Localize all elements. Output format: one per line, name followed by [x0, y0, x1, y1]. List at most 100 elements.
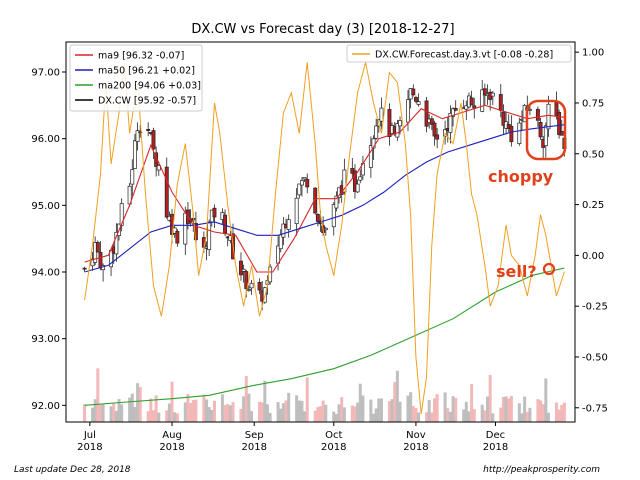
- volume-bar-46: [258, 401, 262, 422]
- x-tick-label-5: Dec 2018: [483, 430, 508, 453]
- volume-bar-44: [247, 393, 251, 422]
- volume-bar-56: [295, 395, 299, 422]
- volume-bar-7: [112, 403, 116, 422]
- volume-bar-54: [284, 400, 288, 422]
- volume-bar-85: [398, 401, 402, 422]
- volume-bar-100: [454, 397, 458, 422]
- left-axis: 92.00 93.00 94.00 95.00 96.00 97.00: [31, 68, 66, 412]
- candle-body-12: [130, 169, 135, 185]
- volume-bar-74: [358, 383, 362, 422]
- volume-bar-47: [260, 402, 264, 422]
- candle-body-81: [387, 109, 392, 138]
- candle-body-59: [302, 177, 307, 180]
- volume-bar-101: [462, 409, 466, 422]
- volume-bar-91: [425, 412, 429, 422]
- annotation-sell: sell?: [496, 262, 537, 281]
- volume-bar-59: [303, 411, 307, 422]
- volume-bar-5: [101, 404, 105, 422]
- volume-bar-16: [146, 411, 150, 422]
- volume-bar-126: [554, 402, 558, 422]
- right-tick-label-7: -0.75: [582, 403, 608, 414]
- volume-bar-65: [324, 404, 328, 422]
- annotation-choppy: choppy: [488, 167, 554, 186]
- candle-body-13: [132, 140, 137, 169]
- candle-body-112: [501, 111, 506, 126]
- candle-body-91: [424, 100, 429, 127]
- volume-bar-97: [446, 408, 450, 422]
- volume-bar-13: [133, 406, 137, 422]
- candle-body-104: [469, 97, 474, 106]
- volume-bar-40: [231, 402, 235, 422]
- series-line-1: [84, 124, 565, 273]
- volume-bar-105: [472, 409, 476, 422]
- volume-bar-108: [486, 396, 490, 422]
- candle-body-60: [305, 179, 310, 188]
- volume-bar-4: [98, 404, 102, 422]
- volume-bar-80: [379, 398, 383, 422]
- volume-bar-30: [194, 399, 198, 422]
- candle-body-67: [334, 195, 339, 209]
- volume-bar-95: [435, 394, 439, 422]
- volume-bar-55: [287, 392, 291, 422]
- candle-body-90: [416, 101, 421, 105]
- volume-bar-88: [411, 406, 415, 422]
- legend-right-box: [346, 44, 572, 63]
- volume-bar-17: [149, 398, 153, 422]
- volume-bar-15: [138, 387, 142, 422]
- candle-body-65: [323, 227, 328, 231]
- legend-left-label-0: ma9 [96.32 -0.07]: [98, 51, 184, 62]
- left-tick-label-5: 97.00: [31, 68, 60, 79]
- candle-body-73: [355, 183, 360, 193]
- candle-body-70: [342, 169, 347, 193]
- volume-bar-124: [544, 378, 548, 422]
- volume-bar-58: [300, 400, 304, 422]
- volume-bar-92: [427, 400, 431, 422]
- series-line-0: [84, 104, 565, 273]
- volume-bar-99: [451, 396, 455, 422]
- volume-bar-61: [313, 410, 317, 422]
- volume-bar-89: [414, 407, 418, 422]
- volume-bar-78: [374, 408, 378, 422]
- volume-bar-39: [228, 405, 232, 422]
- right-tick-label-5: -0.25: [582, 302, 608, 313]
- candle-body-46: [257, 282, 262, 291]
- volume-bar-102: [464, 401, 468, 422]
- volume-bar-2: [93, 399, 97, 422]
- x-tick-label-1: Aug 2018: [159, 430, 184, 453]
- x-tick-label-3: Oct 2018: [321, 430, 346, 453]
- volume-bar-37: [223, 405, 227, 422]
- candle-body-93: [429, 118, 434, 125]
- volume-bar-34: [210, 409, 214, 422]
- candle-body-122: [538, 122, 543, 138]
- candle-body-98: [448, 112, 453, 133]
- right-tick-label-6: -0.50: [582, 352, 608, 363]
- volume-bar-73: [356, 402, 360, 422]
- volume-bar-122: [539, 400, 543, 422]
- candle-body-55: [286, 219, 291, 230]
- volume-bar-129: [562, 402, 566, 422]
- volume-bar-86: [406, 395, 410, 422]
- volume-bar-29: [191, 400, 195, 422]
- volume-bar-125: [546, 412, 550, 422]
- volume-bar-98: [448, 411, 452, 422]
- volume-bar-96: [443, 392, 447, 422]
- left-tick-label-3: 95.00: [31, 201, 60, 212]
- candle-body-76: [368, 145, 373, 168]
- volume-bar-62: [316, 407, 320, 422]
- volume-bar-28: [189, 403, 193, 422]
- candle-body-0: [82, 267, 87, 270]
- volume-bar-70: [342, 407, 346, 422]
- candle-body-62: [315, 214, 320, 222]
- candle-body-77: [371, 138, 376, 149]
- candle-body-8: [114, 231, 119, 255]
- volume-bar-22: [167, 403, 171, 422]
- volume-bar-14: [136, 383, 140, 422]
- right-tick-label-3: 0.25: [582, 200, 604, 211]
- volume-bar-115: [509, 395, 513, 422]
- candle-body-107: [482, 88, 487, 96]
- candle-body-45: [249, 282, 254, 289]
- candle-body-78: [374, 125, 379, 139]
- candle-body-102: [464, 105, 469, 110]
- candle-body-84: [395, 123, 400, 138]
- candle-body-99: [451, 108, 456, 117]
